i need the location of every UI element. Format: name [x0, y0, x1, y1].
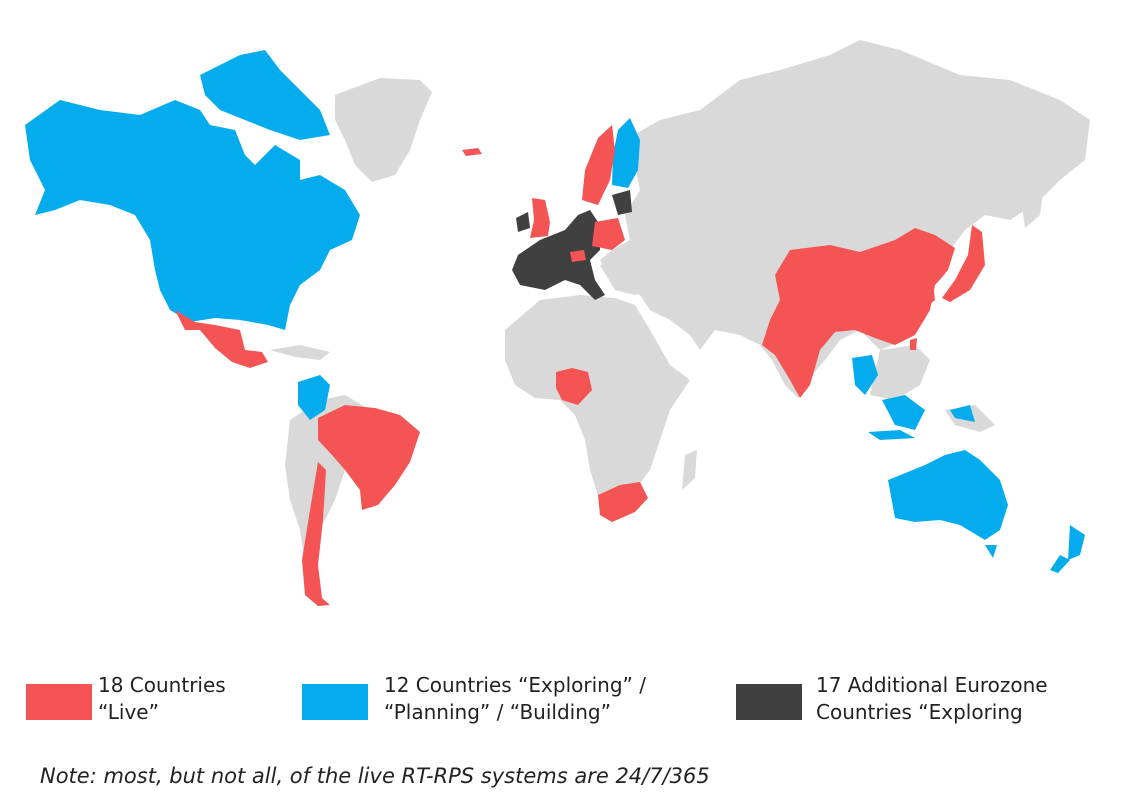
poland-region: [592, 218, 625, 250]
iceland-region: [462, 148, 482, 156]
south-africa-region: [598, 482, 648, 522]
greenland-region: [335, 78, 432, 182]
chile-region: [302, 462, 330, 606]
colombia-region: [298, 375, 330, 420]
korea-region: [920, 275, 935, 308]
legend-label-live: 18 Countries “Live”: [98, 673, 226, 724]
legend-swatch-exploring: [302, 684, 368, 720]
finland-region: [612, 118, 640, 188]
sweden-region: [582, 125, 615, 205]
tasmania-region: [985, 545, 997, 558]
legend-label-eurozone: 17 Additional Eurozone Countries “Explor…: [816, 673, 1048, 724]
eurozone-region: [512, 210, 605, 300]
switzerland-region: [570, 250, 586, 262]
ireland-region: [516, 212, 530, 232]
arctic-islands-region: [200, 50, 330, 140]
new-zealand-region: [1050, 525, 1085, 573]
legend-label-exploring: 12 Countries “Exploring” / “Planning” / …: [384, 673, 646, 724]
malaysia-indonesia-region: [868, 395, 975, 440]
taiwan-region: [910, 338, 917, 350]
legend-swatch-eurozone: [736, 684, 802, 720]
legend-live: 18 Countries “Live”: [26, 672, 276, 732]
legend-exploring: 12 Countries “Exploring” / “Planning” / …: [302, 672, 702, 732]
eurozone-regions: [512, 190, 632, 300]
canada-usa-region: [25, 100, 360, 330]
legend-eurozone: 17 Additional Eurozone Countries “Explor…: [736, 672, 1096, 732]
exploring-regions: [25, 50, 1085, 573]
mexico-region: [175, 310, 268, 368]
brazil-region: [318, 405, 420, 510]
legend-swatch-live: [26, 684, 92, 720]
nigeria-region: [556, 368, 592, 405]
caribbean-region: [270, 345, 330, 360]
madagascar-region: [682, 450, 697, 490]
live-regions: [175, 125, 985, 606]
china-india-region: [762, 228, 955, 398]
footnote: Note: most, but not all, of the live RT-…: [40, 764, 710, 788]
africa-region: [505, 295, 690, 505]
kamchatka-region: [1020, 180, 1045, 228]
japan-region: [942, 225, 985, 302]
world-map: [25, 40, 1090, 606]
eurasia-region: [600, 40, 1090, 398]
thailand-region: [852, 355, 878, 395]
southeast-asia-region: [870, 345, 930, 400]
uk-region: [530, 198, 550, 238]
australia-region: [888, 450, 1008, 540]
south-europe-region: [600, 258, 650, 295]
baltic-region: [612, 190, 632, 215]
